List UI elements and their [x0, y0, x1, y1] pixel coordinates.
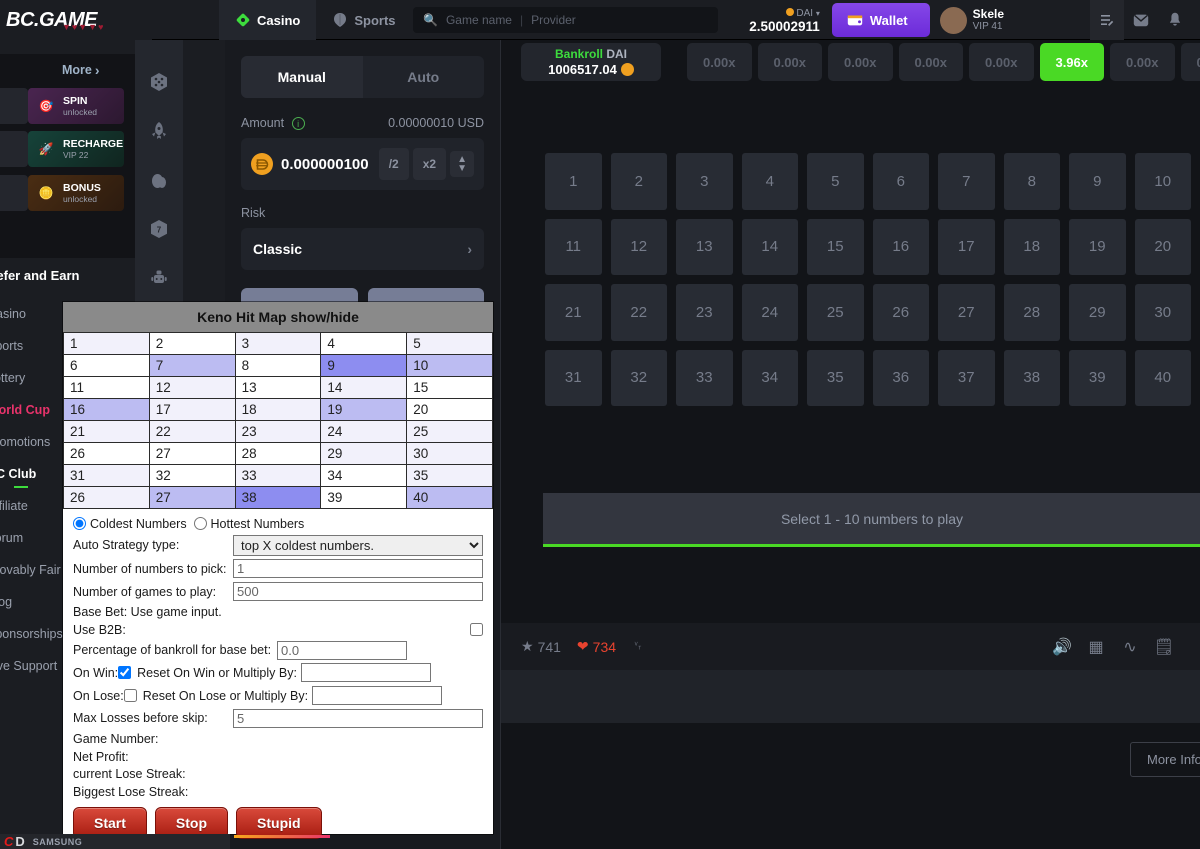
svg-text:7: 7 [157, 225, 162, 234]
